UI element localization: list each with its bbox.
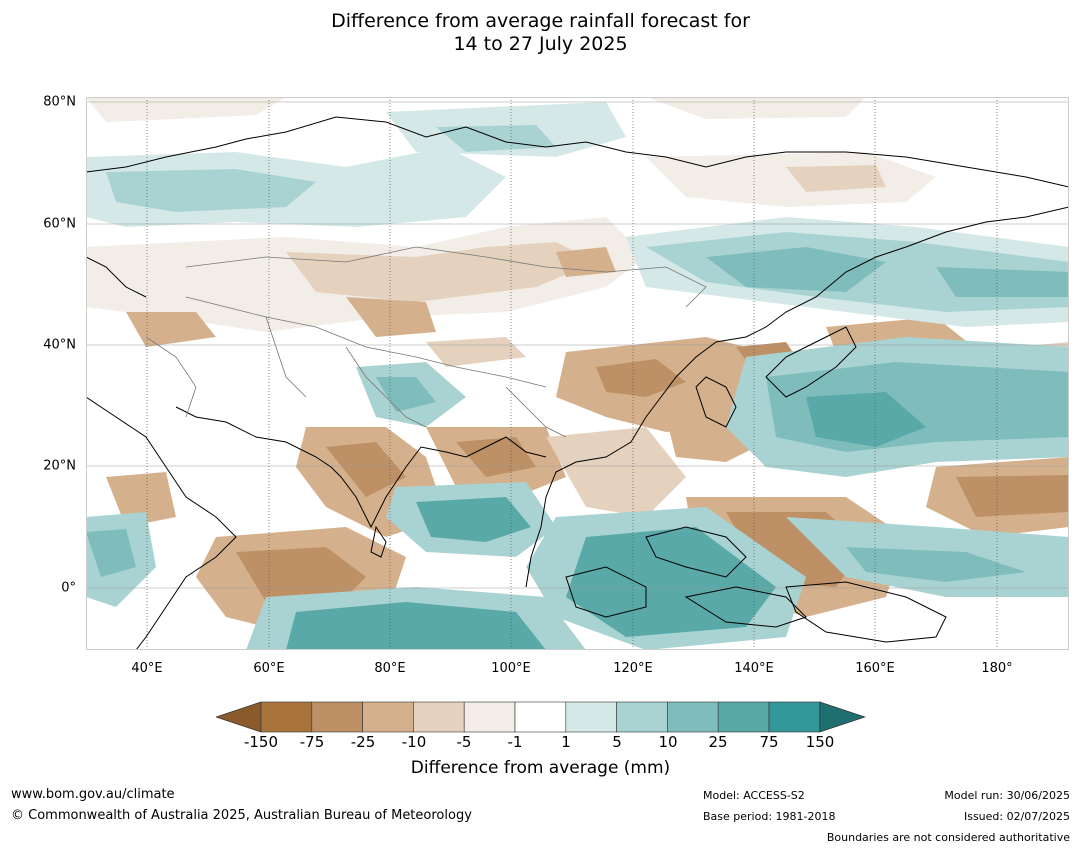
lon-label-180: 180° bbox=[981, 661, 1013, 676]
colorbar-tick: -1 bbox=[507, 733, 523, 751]
lat-label-20n: 20°N bbox=[43, 458, 76, 474]
gridlines bbox=[86, 101, 1069, 589]
colorbar-cell bbox=[667, 701, 719, 733]
colorbar-cell bbox=[311, 701, 363, 733]
colorbar-tick: -75 bbox=[299, 733, 325, 751]
colorbar-tick: -5 bbox=[456, 733, 472, 751]
colorbar-cell bbox=[362, 701, 414, 733]
colorbar-tick: 25 bbox=[708, 733, 728, 751]
coastlines bbox=[86, 116, 1069, 650]
colorbar-cell bbox=[260, 701, 313, 733]
wet-anomaly-areas bbox=[86, 102, 1069, 650]
colorbar-tick: -150 bbox=[243, 733, 279, 751]
chart-title: Difference from average rainfall forecas… bbox=[0, 10, 1081, 56]
colorbar-title: Difference from average (mm) bbox=[410, 758, 671, 778]
colorbar-tick: 10 bbox=[658, 733, 678, 751]
colorbar-cell bbox=[565, 701, 617, 733]
lat-label-0: 0° bbox=[61, 580, 76, 596]
colorbar-cell bbox=[768, 701, 821, 733]
colorbar-cell bbox=[514, 701, 567, 733]
meridians bbox=[146, 97, 998, 650]
map-frame bbox=[86, 97, 1069, 650]
country-boundaries bbox=[145, 246, 707, 438]
colorbar-cell bbox=[463, 701, 516, 733]
model-text: Model: ACCESS-S2 bbox=[703, 789, 805, 802]
title-line-2: 14 to 27 July 2025 bbox=[453, 33, 628, 55]
base-period-text: Base period: 1981-2018 bbox=[703, 810, 836, 823]
lat-label-40n: 40°N bbox=[43, 337, 76, 353]
lon-label-40e: 40°E bbox=[131, 661, 163, 676]
website-link[interactable]: www.bom.gov.au/climate bbox=[11, 787, 175, 802]
lon-label-100e: 100°E bbox=[491, 661, 531, 676]
rainfall-anomaly-map bbox=[86, 97, 1069, 650]
colorbar bbox=[216, 701, 866, 733]
colorbar-cell bbox=[413, 701, 465, 733]
disclaimer-text: Boundaries are not considered authoritat… bbox=[826, 831, 1070, 844]
colorbar-cells bbox=[216, 701, 866, 733]
colorbar-tick: 150 bbox=[805, 733, 835, 751]
lat-label-60n: 60°N bbox=[43, 216, 76, 232]
lon-label-60e: 60°E bbox=[253, 661, 285, 676]
colorbar-high-extend bbox=[819, 701, 866, 733]
lon-label-160e: 160°E bbox=[855, 661, 895, 676]
colorbar-tick: 75 bbox=[759, 733, 779, 751]
map-canvas bbox=[86, 97, 1069, 650]
lat-label-80n: 80°N bbox=[43, 94, 76, 110]
colorbar-cell bbox=[616, 701, 668, 733]
colorbar-low-extend bbox=[216, 701, 262, 733]
colorbar-tick: 5 bbox=[612, 733, 622, 751]
lon-label-140e: 140°E bbox=[734, 661, 774, 676]
title-line-1: Difference from average rainfall forecas… bbox=[331, 10, 750, 32]
colorbar-tick: -10 bbox=[401, 733, 427, 751]
lon-label-120e: 120°E bbox=[613, 661, 653, 676]
lon-label-80e: 80°E bbox=[374, 661, 406, 676]
colorbar-tick: 1 bbox=[561, 733, 571, 751]
model-run-text: Model run: 30/06/2025 bbox=[944, 789, 1070, 802]
issued-text: Issued: 02/07/2025 bbox=[963, 810, 1070, 823]
colorbar-tick: -25 bbox=[350, 733, 376, 751]
colorbar-cell bbox=[717, 701, 770, 733]
copyright-text: © Commonwealth of Australia 2025, Austra… bbox=[11, 808, 472, 823]
